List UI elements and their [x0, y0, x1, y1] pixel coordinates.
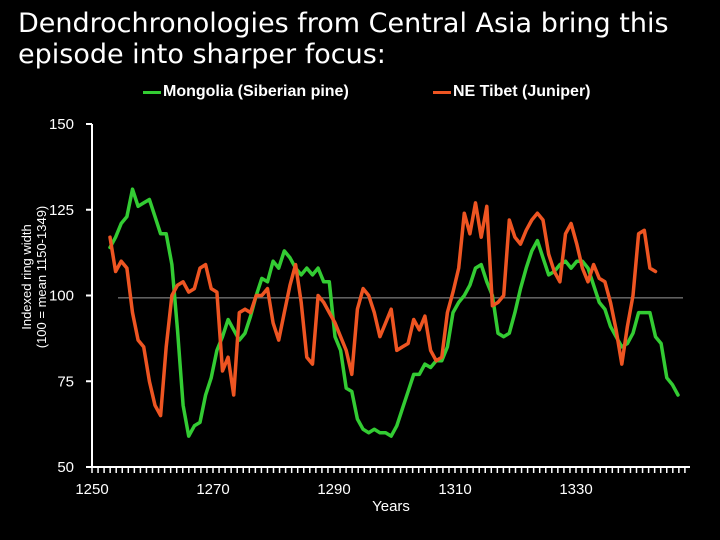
- legend-item-mongolia: Mongolia (Siberian pine): [143, 83, 349, 101]
- y-tick-label-150: 150: [49, 116, 74, 133]
- x-tick-label-1250: 1250: [75, 481, 108, 498]
- legend-swatch-tibet: [433, 90, 451, 94]
- y-tick-label-100: 100: [49, 288, 74, 305]
- tick-marks: [86, 123, 686, 473]
- slide-title: Dendrochronologies from Central Asia bri…: [18, 8, 669, 70]
- x-axis-label: Years: [372, 498, 410, 515]
- legend-label-mongolia: Mongolia (Siberian pine): [163, 83, 349, 100]
- series-lines: [108, 187, 680, 438]
- x-tick-label-1290: 1290: [317, 481, 350, 498]
- axes: [91, 124, 690, 468]
- x-tick-label-1330: 1330: [559, 481, 592, 498]
- series-line-mongolia: [108, 187, 680, 438]
- series-line-tibet: [108, 201, 658, 418]
- tick-labels: 50 75 100 125 150 1250 1270 1290 1310 1330: [49, 116, 593, 498]
- y-tick-label-75: 75: [57, 373, 74, 390]
- x-tick-label-1310: 1310: [438, 481, 471, 498]
- legend-item-tibet: NE Tibet (Juniper): [433, 83, 591, 101]
- legend-swatch-mongolia: [143, 90, 161, 94]
- y-tick-label-50: 50: [57, 459, 74, 476]
- legend-label-tibet: NE Tibet (Juniper): [453, 83, 591, 100]
- x-tick-label-1270: 1270: [196, 481, 229, 498]
- y-tick-label-125: 125: [49, 202, 74, 219]
